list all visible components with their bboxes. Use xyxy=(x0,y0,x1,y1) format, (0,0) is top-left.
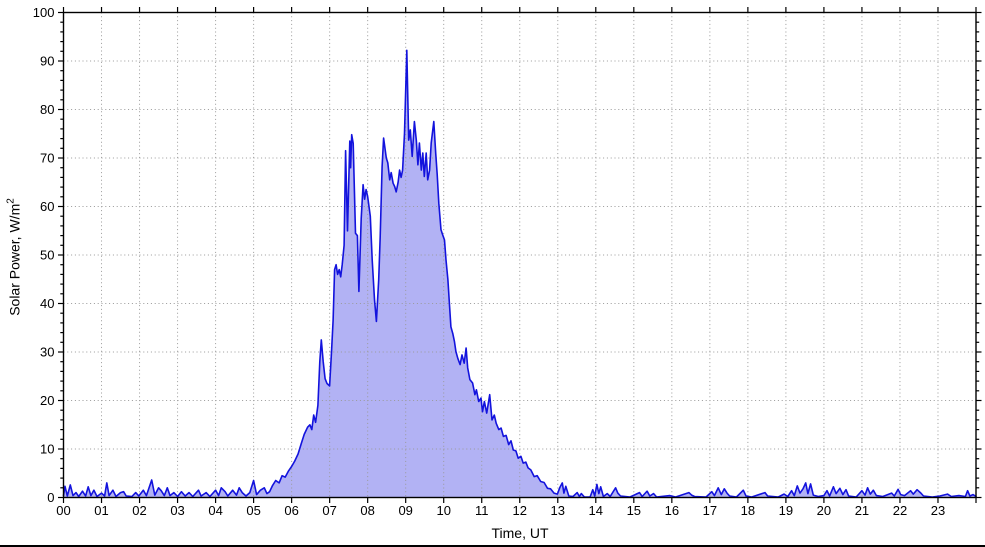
window-bottom-border xyxy=(0,545,985,547)
y-tick-label: 10 xyxy=(40,442,54,457)
y-tick-label: 50 xyxy=(40,248,54,263)
x-tick-label: 06 xyxy=(284,503,298,518)
x-tick-label: 04 xyxy=(208,503,222,518)
y-tick-label: 40 xyxy=(40,296,54,311)
y-axis-title: Solar Power, W/m2 xyxy=(6,198,23,316)
y-tick-label: 100 xyxy=(33,5,55,20)
y-tick-label: 60 xyxy=(40,199,54,214)
x-tick-label: 05 xyxy=(246,503,260,518)
y-tick-label: 30 xyxy=(40,345,54,360)
x-tick-label: 02 xyxy=(132,503,146,518)
y-tick-label: 70 xyxy=(40,151,54,166)
x-tick-label: 07 xyxy=(322,503,336,518)
x-axis-title: Time, UT xyxy=(491,525,549,541)
x-tick-label: 23 xyxy=(931,503,945,518)
x-tick-label: 01 xyxy=(94,503,108,518)
x-tick-label: 22 xyxy=(893,503,907,518)
x-tick-label: 00 xyxy=(56,503,70,518)
y-tick-label: 90 xyxy=(40,54,54,69)
y-axis-title-superscript: 2 xyxy=(5,198,17,204)
y-axis-title-text: Solar Power, W/m xyxy=(6,203,23,316)
x-tick-label: 16 xyxy=(665,503,679,518)
x-tick-label: 19 xyxy=(779,503,793,518)
x-tick-label: 10 xyxy=(436,503,450,518)
x-tick-label: 20 xyxy=(817,503,831,518)
y-tick-label: 0 xyxy=(47,490,54,505)
x-tick-label: 09 xyxy=(398,503,412,518)
x-tick-label: 08 xyxy=(360,503,374,518)
y-tick-label: 20 xyxy=(40,393,54,408)
series-line xyxy=(62,49,977,498)
series-area-fill xyxy=(63,50,976,498)
x-tick-label: 13 xyxy=(551,503,565,518)
x-tick-label: 15 xyxy=(627,503,641,518)
x-tick-label: 12 xyxy=(513,503,527,518)
x-tick-label: 14 xyxy=(589,503,603,518)
x-tick-label: 21 xyxy=(855,503,869,518)
y-tick-label: 80 xyxy=(40,102,54,117)
x-tick-label: 17 xyxy=(703,503,717,518)
x-tick-label: 18 xyxy=(741,503,755,518)
x-tick-label: 11 xyxy=(475,503,489,518)
x-tick-label: 03 xyxy=(170,503,184,518)
